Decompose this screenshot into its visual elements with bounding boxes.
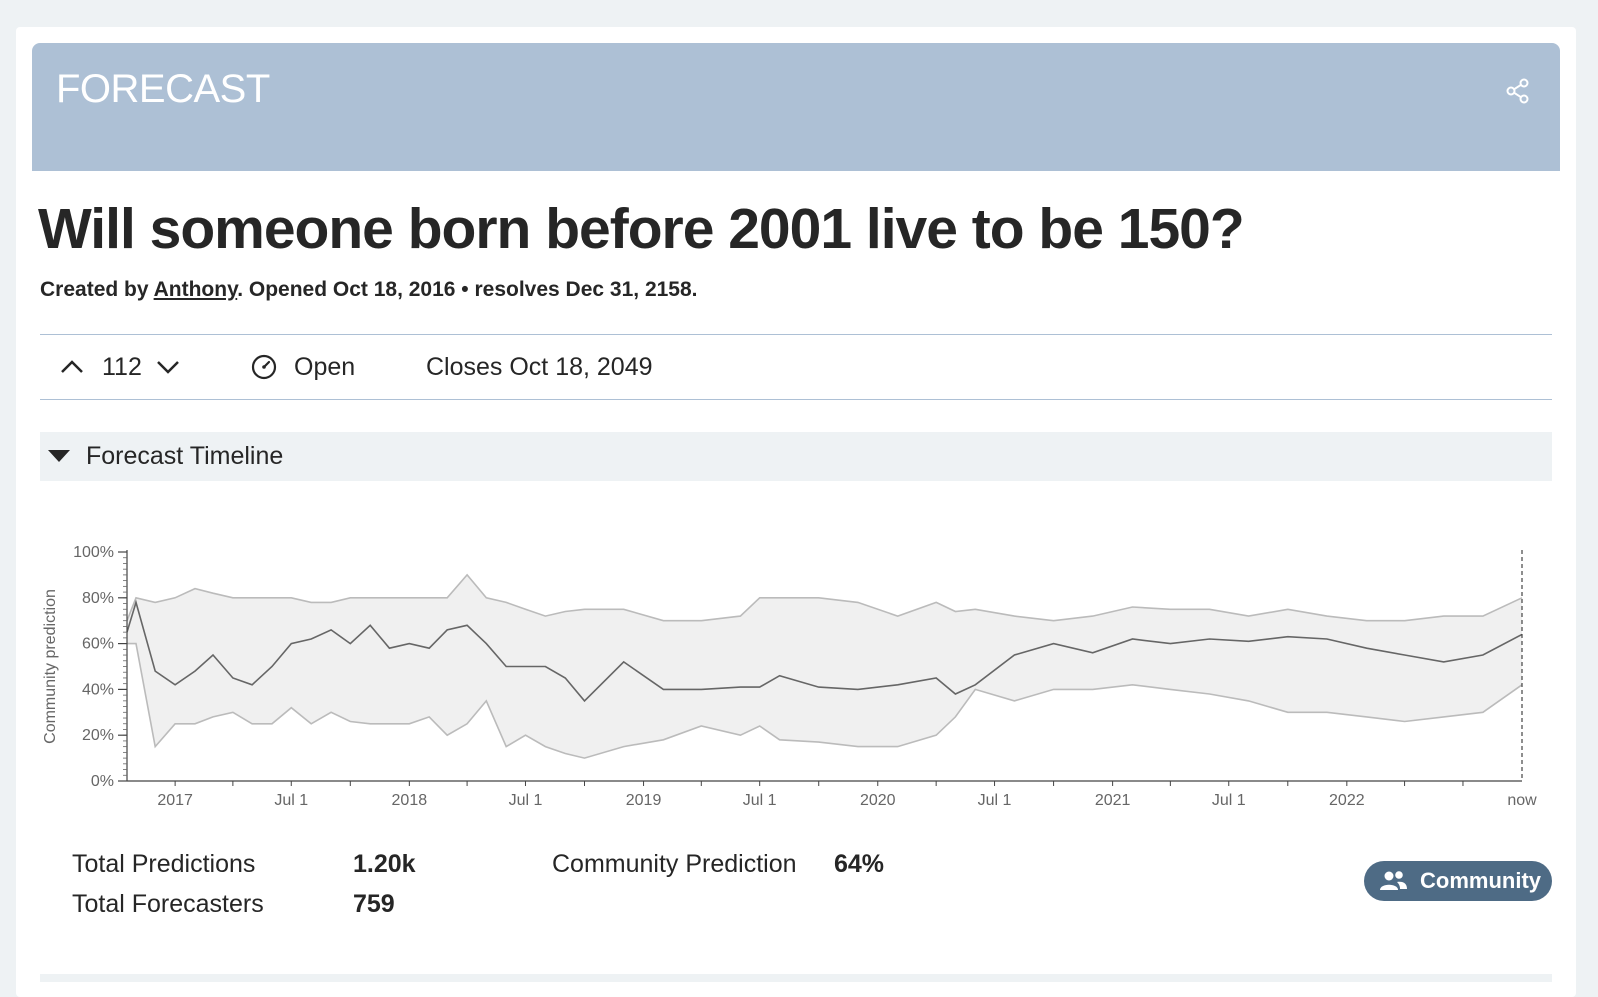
x-tick-label: Jul 1	[743, 792, 777, 809]
share-icon[interactable]	[1504, 77, 1532, 105]
x-tick-label: now	[1507, 792, 1537, 809]
x-tick-label: Jul 1	[274, 792, 308, 809]
x-tick-label: 2021	[1095, 792, 1131, 809]
author-link[interactable]: Anthony	[153, 278, 238, 301]
x-tick-label: Jul 1	[1212, 792, 1246, 809]
x-tick-label: 2020	[860, 792, 896, 809]
question-card	[16, 27, 1576, 997]
next-section-strip	[40, 974, 1552, 982]
downvote-button[interactable]	[154, 335, 182, 399]
status-label: Open	[294, 352, 356, 381]
question-title: Will someone born before 2001 live to be…	[38, 197, 1245, 261]
community-button-label: Community	[1420, 868, 1541, 893]
y-tick-label: 20%	[82, 727, 114, 744]
community-prediction-label: Community Prediction	[552, 850, 797, 878]
caret-down-icon	[48, 450, 70, 462]
lower-quartile-line	[127, 642, 1523, 759]
total-forecasters-label: Total Forecasters	[72, 890, 264, 918]
upvote-button[interactable]	[58, 335, 86, 399]
users-icon	[1380, 871, 1407, 890]
created-prefix: Created by	[40, 278, 149, 301]
forecast-chart: 0% 20% 40% 60% 80% 100% 2017 Jul 1 2018 Jul 1 2019…	[42, 544, 1537, 809]
y-tick-label: 60%	[82, 636, 114, 653]
y-tick-label: 80%	[82, 590, 114, 607]
confidence-band	[127, 574, 1522, 759]
timeline-title: Forecast Timeline	[86, 442, 284, 470]
total-predictions-value: 1.20k	[353, 850, 416, 878]
upper-quartile-line	[126, 573, 1523, 622]
x-tick-label: Jul 1	[978, 792, 1012, 809]
x-tick-label: 2022	[1329, 792, 1365, 809]
gauge-icon	[250, 335, 278, 399]
opened-resolves-text: . Opened Oct 18, 2016 • resolves Dec 31,…	[237, 278, 698, 301]
total-predictions-label: Total Predictions	[72, 850, 256, 878]
vote-count: 112	[102, 352, 142, 381]
total-forecasters-value: 759	[353, 890, 395, 918]
status-bar: 112 Open Closes Oct 18, 2049	[40, 334, 1552, 400]
y-tick-label: 100%	[73, 544, 114, 561]
y-axis-title: Community prediction	[42, 589, 59, 744]
banner-title: FORECAST	[56, 67, 270, 111]
closes-date: Closes Oct 18, 2049	[426, 352, 653, 381]
forecast-timeline-toggle[interactable]: Forecast Timeline	[40, 432, 1552, 481]
y-tick-label: 0%	[91, 773, 114, 790]
y-tick-label: 40%	[82, 681, 114, 698]
x-tick-label: 2018	[392, 792, 428, 809]
median-line	[126, 599, 1523, 703]
community-prediction-value: 64%	[834, 850, 885, 878]
forecast-banner: FORECAST	[32, 43, 1560, 171]
x-tick-label: 2019	[626, 792, 662, 809]
x-tick-label: Jul 1	[509, 792, 543, 809]
community-button[interactable]: Community	[1364, 861, 1552, 901]
question-meta: Created by Anthony. Opened Oct 18, 2016 …	[40, 278, 698, 302]
x-tick-label: 2017	[157, 792, 193, 809]
